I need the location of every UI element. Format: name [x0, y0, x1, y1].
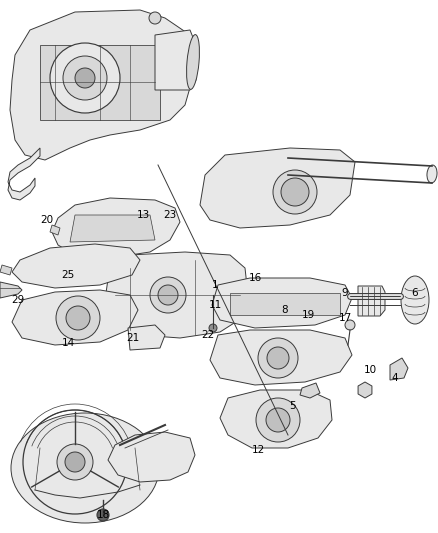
Text: 20: 20: [40, 215, 53, 225]
Circle shape: [150, 277, 186, 313]
Polygon shape: [300, 383, 320, 398]
Circle shape: [63, 56, 107, 100]
Text: 17: 17: [339, 313, 352, 323]
Polygon shape: [12, 244, 140, 288]
Text: 1: 1: [212, 280, 218, 290]
Polygon shape: [8, 148, 40, 200]
Polygon shape: [108, 432, 195, 482]
Text: 12: 12: [251, 445, 265, 455]
Circle shape: [56, 296, 100, 340]
Circle shape: [97, 509, 109, 521]
Polygon shape: [70, 215, 155, 242]
Circle shape: [57, 444, 93, 480]
Circle shape: [209, 324, 217, 332]
Polygon shape: [50, 225, 60, 235]
Circle shape: [281, 178, 309, 206]
Circle shape: [158, 285, 178, 305]
Text: 25: 25: [61, 270, 74, 280]
Text: 29: 29: [11, 295, 25, 305]
Text: 5: 5: [290, 401, 297, 411]
Polygon shape: [52, 198, 180, 258]
Ellipse shape: [11, 413, 159, 523]
Polygon shape: [200, 148, 355, 228]
Polygon shape: [390, 358, 408, 380]
Circle shape: [149, 12, 161, 24]
Circle shape: [75, 68, 95, 88]
Text: 19: 19: [301, 310, 314, 320]
Polygon shape: [40, 45, 160, 120]
Circle shape: [267, 347, 289, 369]
Ellipse shape: [427, 165, 437, 183]
Text: 14: 14: [61, 338, 74, 348]
Text: 10: 10: [364, 365, 377, 375]
Text: 11: 11: [208, 300, 222, 310]
Circle shape: [50, 43, 120, 113]
Text: 23: 23: [163, 210, 177, 220]
Text: 4: 4: [392, 373, 398, 383]
Text: 13: 13: [136, 210, 150, 220]
Ellipse shape: [401, 276, 429, 324]
Circle shape: [266, 408, 290, 432]
Ellipse shape: [187, 35, 199, 90]
Circle shape: [273, 170, 317, 214]
Text: 8: 8: [282, 305, 288, 315]
Polygon shape: [0, 282, 22, 298]
Circle shape: [256, 398, 300, 442]
Polygon shape: [10, 10, 195, 160]
Polygon shape: [105, 252, 248, 338]
Circle shape: [65, 452, 85, 472]
Text: 21: 21: [127, 333, 140, 343]
Text: 9: 9: [342, 288, 348, 298]
Polygon shape: [12, 290, 138, 345]
Circle shape: [345, 320, 355, 330]
Text: 18: 18: [96, 510, 110, 520]
Polygon shape: [212, 278, 352, 328]
Polygon shape: [0, 265, 12, 275]
Text: 22: 22: [201, 330, 215, 340]
Polygon shape: [128, 325, 165, 350]
Text: 6: 6: [412, 288, 418, 298]
Polygon shape: [155, 30, 196, 90]
Polygon shape: [230, 293, 340, 315]
Polygon shape: [220, 390, 332, 448]
Circle shape: [66, 306, 90, 330]
Polygon shape: [210, 330, 352, 385]
Circle shape: [258, 338, 298, 378]
Text: 16: 16: [248, 273, 261, 283]
Polygon shape: [358, 286, 385, 316]
